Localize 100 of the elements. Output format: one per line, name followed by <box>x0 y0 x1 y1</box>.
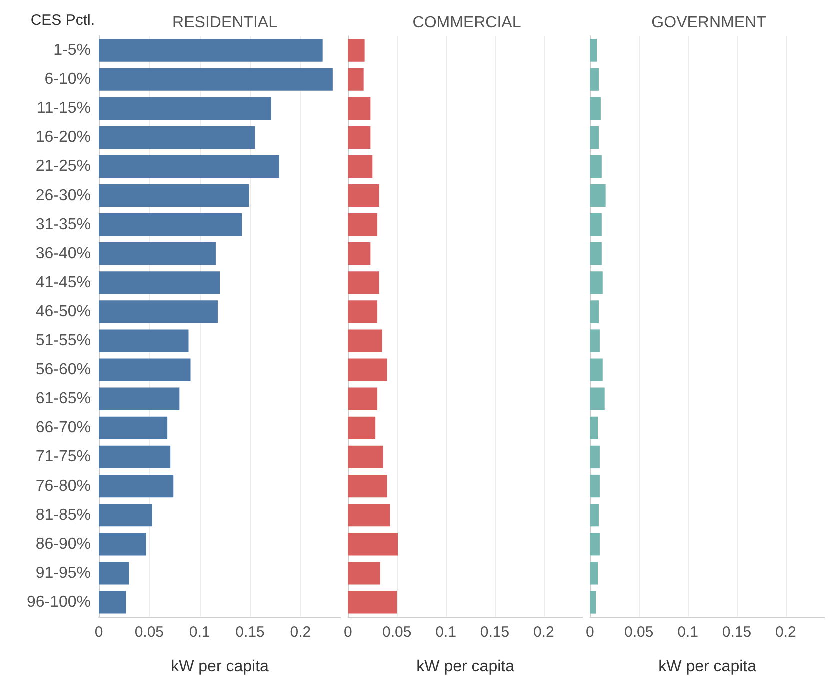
x-tick-label: 0.2 <box>290 624 312 641</box>
x-tick-label: 0.05 <box>624 624 654 641</box>
bar <box>99 533 146 556</box>
x-tick-label: 0 <box>94 624 104 641</box>
y-tick-label: 81-85% <box>36 506 91 524</box>
bar <box>348 184 380 208</box>
bar <box>348 126 371 150</box>
bar <box>99 330 189 352</box>
bar <box>348 155 373 178</box>
bar <box>348 97 371 120</box>
bar <box>348 68 364 91</box>
bar <box>348 533 398 556</box>
chart-title: GOVERNMENT <box>652 14 767 32</box>
bar <box>590 242 602 266</box>
x-tick-label: 0.15 <box>722 624 752 641</box>
y-tick-label: 6-10% <box>44 71 91 88</box>
y-tick-label: 46-50% <box>36 303 91 320</box>
bar <box>99 474 174 498</box>
bar <box>348 272 380 294</box>
y-axis-title: CES Pctl. <box>30 12 95 29</box>
chart-title: RESIDENTIAL <box>172 14 278 32</box>
y-tick-label: 11-15% <box>37 100 91 118</box>
bar <box>348 446 384 469</box>
x-tick-label: 0.15 <box>236 624 265 641</box>
bar <box>590 126 599 150</box>
x-axis-title: kW per capita <box>658 658 757 676</box>
bar <box>99 39 323 62</box>
bar <box>590 39 598 62</box>
bar <box>99 126 256 150</box>
y-tick-label: 51-55% <box>36 332 91 350</box>
bar <box>590 474 600 498</box>
bar <box>348 300 378 324</box>
bar <box>590 213 602 236</box>
bar <box>99 388 180 410</box>
bar <box>99 155 280 178</box>
bar <box>590 388 605 410</box>
bar <box>348 416 376 440</box>
y-tick-label: 71-75% <box>36 448 91 466</box>
x-tick-label: 0.2 <box>533 624 554 641</box>
bar <box>99 242 216 266</box>
y-tick-label: 76-80% <box>36 478 91 495</box>
bar <box>99 591 126 614</box>
x-axis-title: kW per capita <box>171 658 270 676</box>
bar <box>99 272 220 294</box>
y-tick-label: 16-20% <box>36 129 91 146</box>
x-tick-label: 0.1 <box>678 624 698 641</box>
x-tick-label: 0.05 <box>382 624 412 641</box>
bar <box>99 68 333 91</box>
y-tick-label: 36-40% <box>36 245 91 262</box>
bar <box>348 242 371 266</box>
bar <box>348 504 390 527</box>
bar <box>99 562 130 585</box>
y-tick-label: 61-65% <box>36 390 91 408</box>
bar <box>99 416 168 440</box>
bar <box>99 213 242 236</box>
x-axis-title: kW per capita <box>416 658 515 676</box>
bar <box>590 68 599 91</box>
y-tick-label: 26-30% <box>36 187 91 204</box>
bar <box>348 358 388 382</box>
x-tick-label: 0.1 <box>436 624 456 641</box>
x-tick-label: 0.05 <box>134 624 164 641</box>
bar <box>99 184 250 208</box>
bar <box>99 504 152 527</box>
bar <box>590 358 603 382</box>
x-tick-label: 0.2 <box>775 624 796 641</box>
bar <box>348 330 382 352</box>
y-tick-label: 56-60% <box>36 362 91 379</box>
bar <box>590 155 602 178</box>
bar <box>348 591 398 614</box>
bar <box>99 358 191 382</box>
y-tick-label: 66-70% <box>36 420 91 437</box>
y-tick-label: 91-95% <box>36 564 91 582</box>
bar <box>99 300 218 324</box>
x-tick-label: 0.15 <box>480 624 510 641</box>
bar <box>99 97 272 120</box>
y-tick-label: 21-25% <box>36 158 91 176</box>
bar <box>348 213 378 236</box>
x-tick-label: 0.1 <box>189 624 210 641</box>
bar <box>590 416 598 440</box>
x-tick-label: 0 <box>344 624 352 641</box>
bar <box>590 184 606 208</box>
bar <box>590 504 599 527</box>
y-tick-label: 31-35% <box>36 216 91 234</box>
bar <box>590 591 596 614</box>
bar <box>590 97 601 120</box>
bar <box>99 446 171 469</box>
y-tick-label: 1-5% <box>54 42 91 60</box>
bar <box>590 446 600 469</box>
bar <box>348 562 380 585</box>
chart-title: COMMERCIAL <box>412 14 522 32</box>
x-tick-label: 0 <box>586 624 594 641</box>
bar <box>348 39 365 62</box>
bar <box>590 533 600 556</box>
bar <box>348 474 388 498</box>
y-tick-label: 96-100% <box>26 594 91 611</box>
y-tick-label: 86-90% <box>36 536 91 553</box>
bar <box>590 562 598 585</box>
bar <box>348 388 378 410</box>
y-tick-label: 41-45% <box>36 274 91 292</box>
bar <box>590 300 599 324</box>
